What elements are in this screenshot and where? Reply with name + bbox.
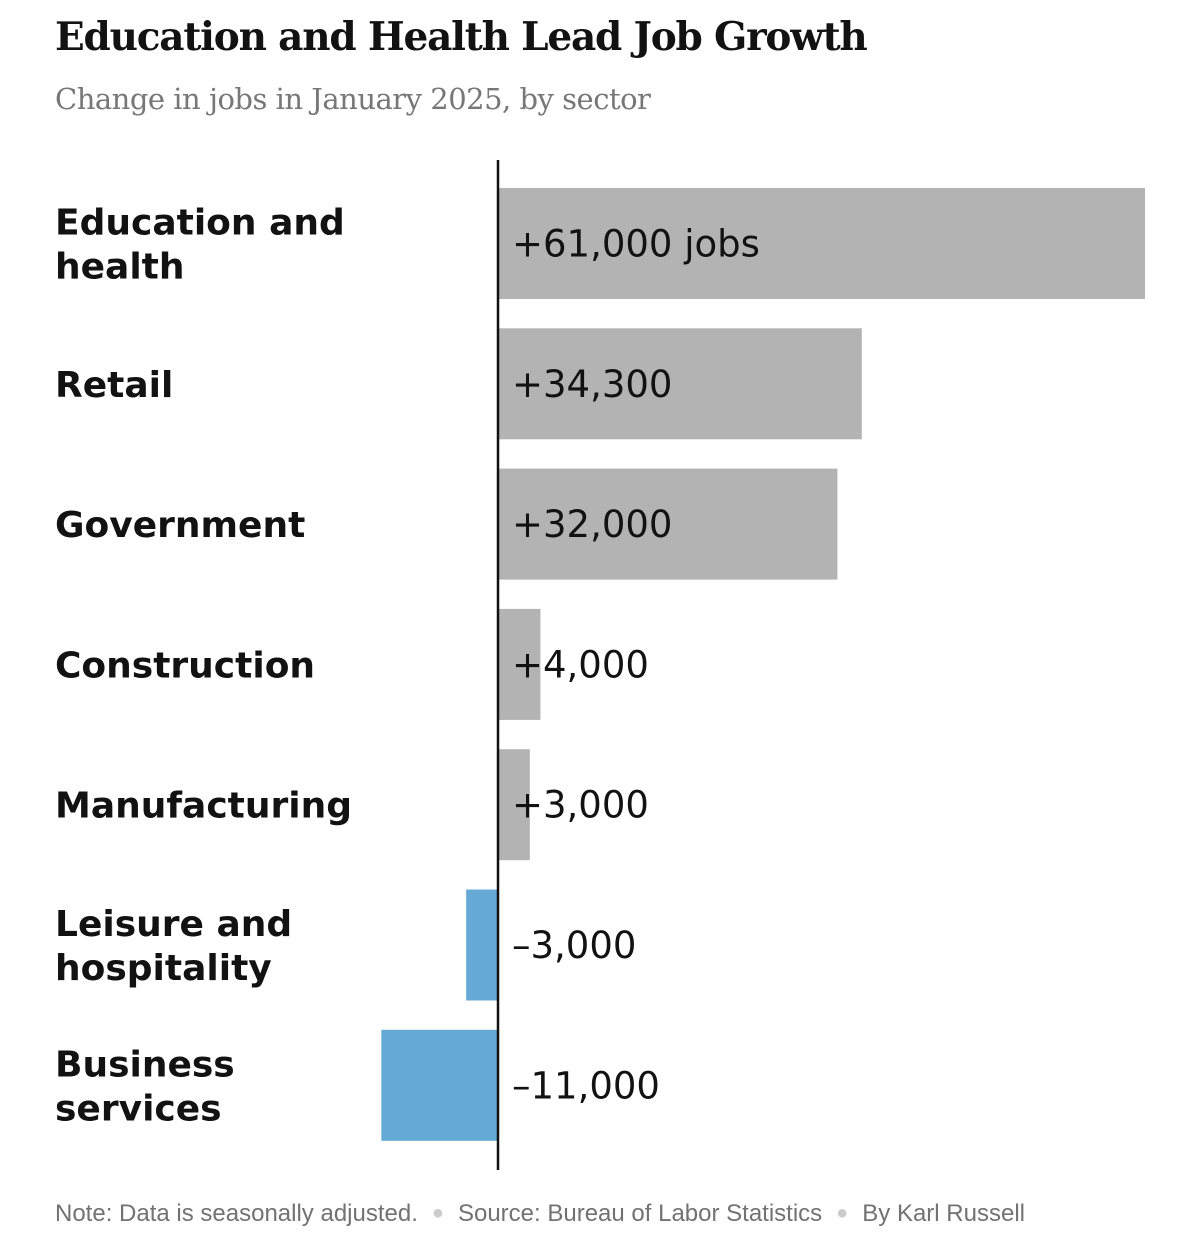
- footer-source: Source: Bureau of Labor Statistics: [457, 1200, 823, 1227]
- category-label-line: health: [55, 247, 185, 288]
- bar-6: [381, 1029, 498, 1141]
- category-label-line: Leisure and: [55, 904, 292, 945]
- labels-layer: Education and health +61,000 jobs Retail +34…: [55, 203, 760, 1130]
- category-label-line: Construction: [55, 645, 315, 686]
- footer-byline: By Karl Russell: [862, 1200, 1025, 1227]
- category-label-line: Manufacturing: [55, 786, 352, 827]
- separator-dot-icon: ●: [431, 1202, 444, 1224]
- value-label: –3,000: [512, 924, 636, 967]
- bar-1: [498, 328, 862, 440]
- chart-footer: Note: Data is seasonally adjusted. ● Sourc…: [55, 1200, 1025, 1228]
- category-label-line: hospitality: [55, 948, 272, 989]
- bar-2: [498, 468, 838, 580]
- bar-chart: Education and health +61,000 jobs Retail +34…: [55, 160, 1145, 1170]
- category-label: Education and health: [55, 203, 345, 288]
- bar-3: [498, 608, 541, 720]
- value-label: +32,000: [512, 503, 672, 546]
- bar-4: [498, 749, 530, 861]
- category-label: Construction: [55, 645, 315, 686]
- chart-title: Education and Health Lead Job Growth: [55, 14, 868, 60]
- value-label: –11,000: [512, 1064, 660, 1107]
- value-label: +4,000: [512, 643, 649, 686]
- chart-subtitle: Change in jobs in January 2025, by secto…: [55, 82, 651, 116]
- category-label-line: Retail: [55, 365, 173, 406]
- category-label: Leisure and hospitality: [55, 904, 292, 989]
- value-label: +61,000 jobs: [512, 223, 760, 266]
- category-label-line: services: [55, 1088, 222, 1129]
- category-label-line: Education and: [55, 203, 345, 244]
- category-label-line: Business: [55, 1044, 235, 1085]
- category-label-line: Government: [55, 505, 305, 546]
- bar-5: [466, 889, 498, 1001]
- bars-layer: [381, 188, 1145, 1141]
- footer-note: Note: Data is seasonally adjusted.: [55, 1200, 418, 1227]
- category-label: Manufacturing: [55, 786, 352, 827]
- separator-dot-icon: ●: [836, 1202, 849, 1224]
- value-label: +34,300: [512, 363, 672, 406]
- category-label: Retail: [55, 365, 173, 406]
- value-label: +3,000: [512, 784, 649, 827]
- category-label: Government: [55, 505, 305, 546]
- category-label: Business services: [55, 1044, 235, 1129]
- bar-0: [498, 188, 1145, 299]
